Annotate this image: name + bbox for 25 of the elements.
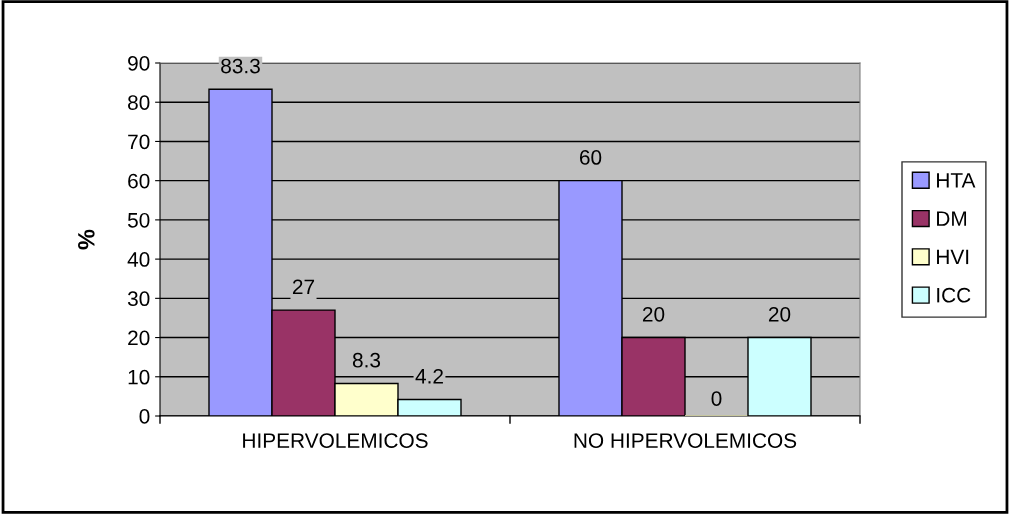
data-label: 0 <box>711 391 722 406</box>
legend-label: HVI <box>937 249 969 265</box>
y-tick-label: 80 <box>128 95 150 110</box>
y-tick-label: 30 <box>127 291 150 307</box>
y-tick-label: 60 <box>128 173 150 189</box>
y-tick-label: 10 <box>128 369 150 385</box>
legend-label: ICC <box>937 287 971 303</box>
data-label: 20 <box>642 306 665 322</box>
y-tick-label: 50 <box>127 212 150 228</box>
x-tick-label: NO HIPERVOLEMICOS <box>574 433 797 448</box>
data-label: 4.2 <box>415 368 443 384</box>
y-axis-title: % <box>78 229 95 250</box>
y-tick-label: 40 <box>127 252 150 267</box>
legend-label: DM <box>937 211 967 226</box>
data-label: 83.3 <box>221 58 260 74</box>
x-tick-label: HIPERVOLEMICOS <box>243 433 428 448</box>
data-label: 8.3 <box>352 352 381 368</box>
y-tick-label: 20 <box>128 330 150 346</box>
y-tick-label: 0 <box>139 409 150 424</box>
data-label: 27 <box>292 279 315 295</box>
legend-label: HTA <box>937 173 976 188</box>
y-tick-label: 90 <box>128 56 150 71</box>
data-label: 20 <box>768 306 791 322</box>
data-label: 60 <box>579 150 602 165</box>
y-tick-label: 70 <box>128 134 150 150</box>
